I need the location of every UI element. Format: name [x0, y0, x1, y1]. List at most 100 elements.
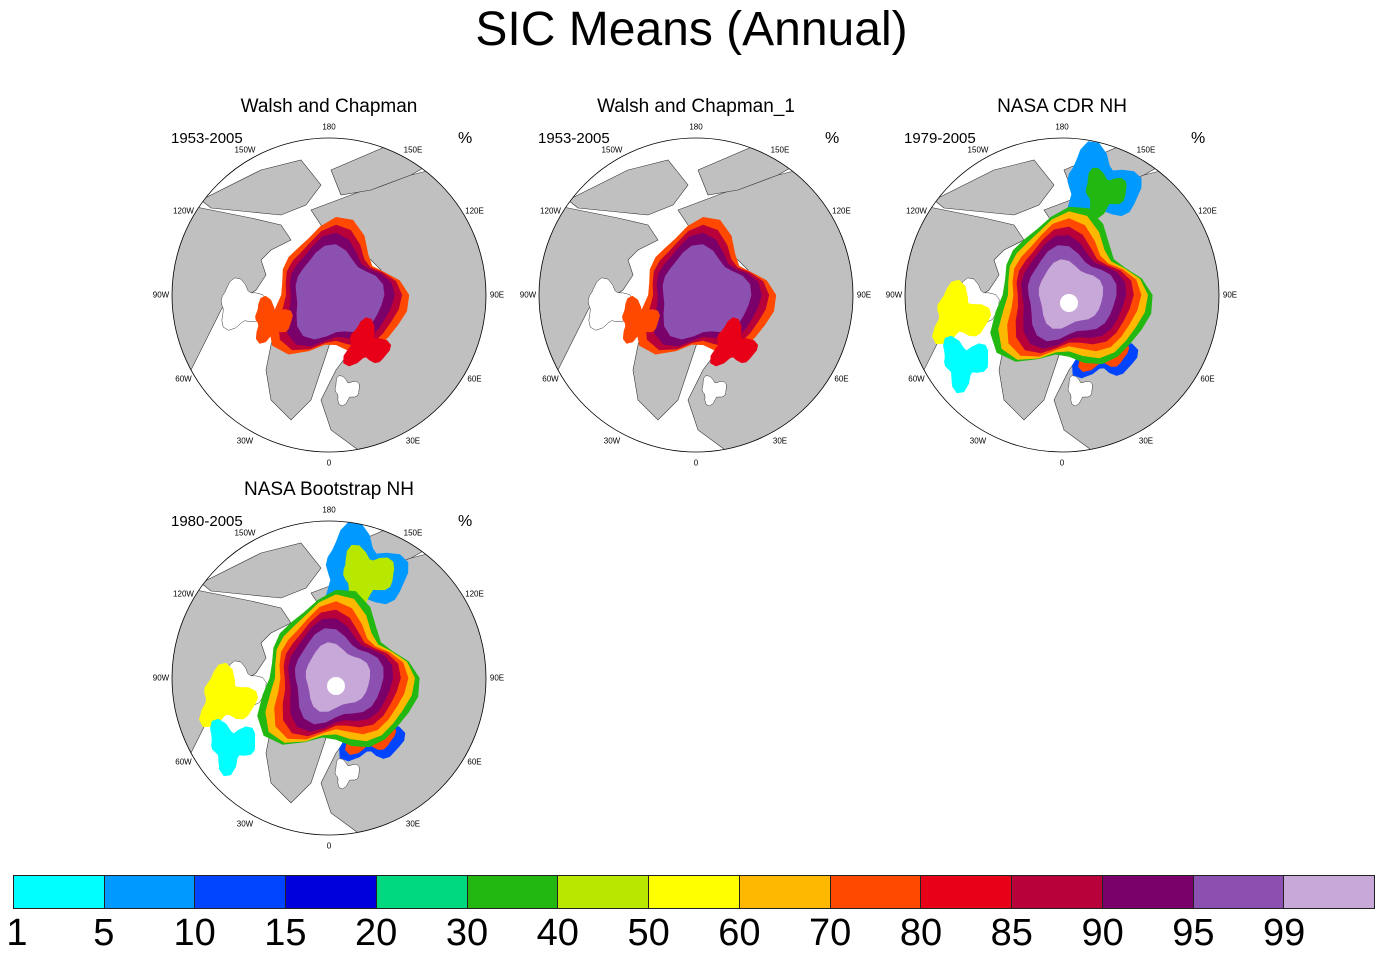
longitude-label: 120W	[906, 206, 927, 216]
longitude-label: 150E	[770, 145, 790, 154]
longitude-label: 90W	[152, 673, 170, 683]
panel-unit: %	[458, 513, 473, 530]
polar-map	[171, 137, 487, 453]
baltic-sea	[1067, 375, 1093, 407]
longitude-label: 120W	[540, 206, 561, 216]
panel-title: Walsh and Chapman_1	[597, 96, 795, 117]
ice-contour	[295, 244, 385, 340]
longitude-label: 150E	[403, 528, 423, 537]
colorbar-box-8	[739, 876, 831, 908]
ice-contour	[305, 642, 371, 712]
longitude-label: 30W	[969, 436, 987, 445]
colorbar-label: 90	[1081, 912, 1124, 954]
longitude-label: 60E	[467, 374, 482, 384]
longitude-label: 30W	[603, 436, 621, 445]
colorbar-box-6	[558, 876, 650, 908]
panel-unit: %	[1191, 130, 1206, 147]
baltic-sea	[334, 375, 360, 407]
longitude-label: 0	[693, 458, 699, 468]
colorbar-label: 20	[355, 912, 398, 954]
colorbar-label: 60	[718, 912, 761, 954]
ice-contour	[622, 295, 660, 344]
map-border	[171, 137, 487, 453]
ice-contour	[662, 244, 752, 340]
sea-ice-field	[932, 141, 1153, 394]
ice-contour	[210, 718, 256, 777]
longitude-label: 180	[689, 122, 703, 132]
panel-nasa-bootstrap-nh: NASA Bootstrap NH 1980-2005 % 180 150E 120…	[153, 479, 511, 851]
longitude-label: 120W	[173, 206, 194, 216]
longitude-label: 30E	[1138, 436, 1154, 445]
longitude-label: 30W	[236, 819, 254, 828]
ice-contour	[1085, 167, 1127, 219]
ice-contour	[710, 317, 759, 367]
longitude-label: 180	[322, 505, 336, 515]
colorbar-box-7	[649, 876, 740, 908]
colorbar-box-1	[104, 876, 196, 908]
baltic-sea	[334, 758, 360, 790]
longitude-label: 90W	[519, 290, 537, 300]
panel-title: Walsh and Chapman	[240, 96, 418, 117]
longitude-label: 150W	[234, 528, 256, 537]
longitude-label: 150W	[967, 145, 989, 154]
ice-contour	[1038, 259, 1104, 329]
colorbar-label: 50	[627, 912, 670, 954]
longitude-label: 0	[1059, 458, 1065, 468]
longitude-label: 60W	[542, 374, 559, 384]
panel-period: 1953-2005	[538, 130, 610, 147]
panel-period: 1979-2005	[904, 130, 976, 147]
colorbar-label: 15	[264, 912, 307, 954]
colorbar-label: 10	[173, 912, 216, 954]
panel-walsh-chapman-1: Walsh and Chapman_1 1953-2005 % 180 150E 1…	[520, 96, 878, 468]
longitude-label: 120E	[832, 206, 851, 216]
map-border	[538, 137, 854, 453]
panel-unit: %	[458, 130, 473, 147]
colorbar-label: 80	[899, 912, 943, 954]
longitude-label: 150W	[601, 145, 623, 154]
colorbar-box-0	[14, 876, 105, 908]
longitude-label: 120E	[465, 589, 484, 599]
longitude-label: 90E	[1222, 290, 1238, 300]
longitude-label: 30E	[772, 436, 788, 445]
longitude-label: 90W	[152, 290, 170, 300]
colorbar-label: 40	[536, 912, 579, 954]
longitude-label: 60W	[175, 374, 192, 384]
land-mass	[567, 159, 689, 216]
longitude-label: 150E	[403, 145, 423, 154]
colorbar-box-10	[921, 876, 1013, 908]
longitude-label: 120E	[1198, 206, 1217, 216]
hudson-bay	[220, 277, 267, 331]
colorbar-box-3	[286, 876, 377, 908]
figure-title: SIC Means (Annual)	[475, 3, 908, 56]
colorbar-box-5	[467, 876, 559, 908]
colorbar-label: 99	[1263, 912, 1306, 954]
colorbar-label: 70	[809, 912, 852, 954]
colorbar-label: 85	[990, 912, 1033, 954]
polar-map	[904, 137, 1220, 453]
pole-hole	[1060, 294, 1078, 312]
panel-title: NASA CDR NH	[997, 96, 1127, 117]
ice-contour	[255, 295, 293, 344]
polar-map	[538, 137, 854, 453]
colorbar	[13, 875, 1375, 909]
land-mass	[200, 159, 322, 216]
longitude-label: 180	[322, 122, 336, 132]
colorbar-box-9	[830, 876, 922, 908]
baltic-sea	[701, 375, 727, 407]
longitude-label: 90E	[489, 673, 505, 683]
colorbar-box-4	[376, 876, 468, 908]
panel-unit: %	[825, 130, 840, 147]
colorbar-label: 30	[445, 912, 489, 954]
longitude-label: 90W	[885, 290, 903, 300]
colorbar-box-14	[1284, 876, 1375, 908]
longitude-label: 90E	[856, 290, 872, 300]
longitude-label: 60W	[908, 374, 925, 384]
colorbar-box-12	[1102, 876, 1194, 908]
longitude-label: 90E	[489, 290, 505, 300]
longitude-label: 150E	[1136, 145, 1156, 154]
sea-ice-field	[255, 217, 410, 367]
longitude-label: 150W	[234, 145, 256, 154]
colorbar-box-11	[1012, 876, 1103, 908]
longitude-label: 30W	[236, 436, 254, 445]
panel-period: 1953-2005	[171, 130, 243, 147]
